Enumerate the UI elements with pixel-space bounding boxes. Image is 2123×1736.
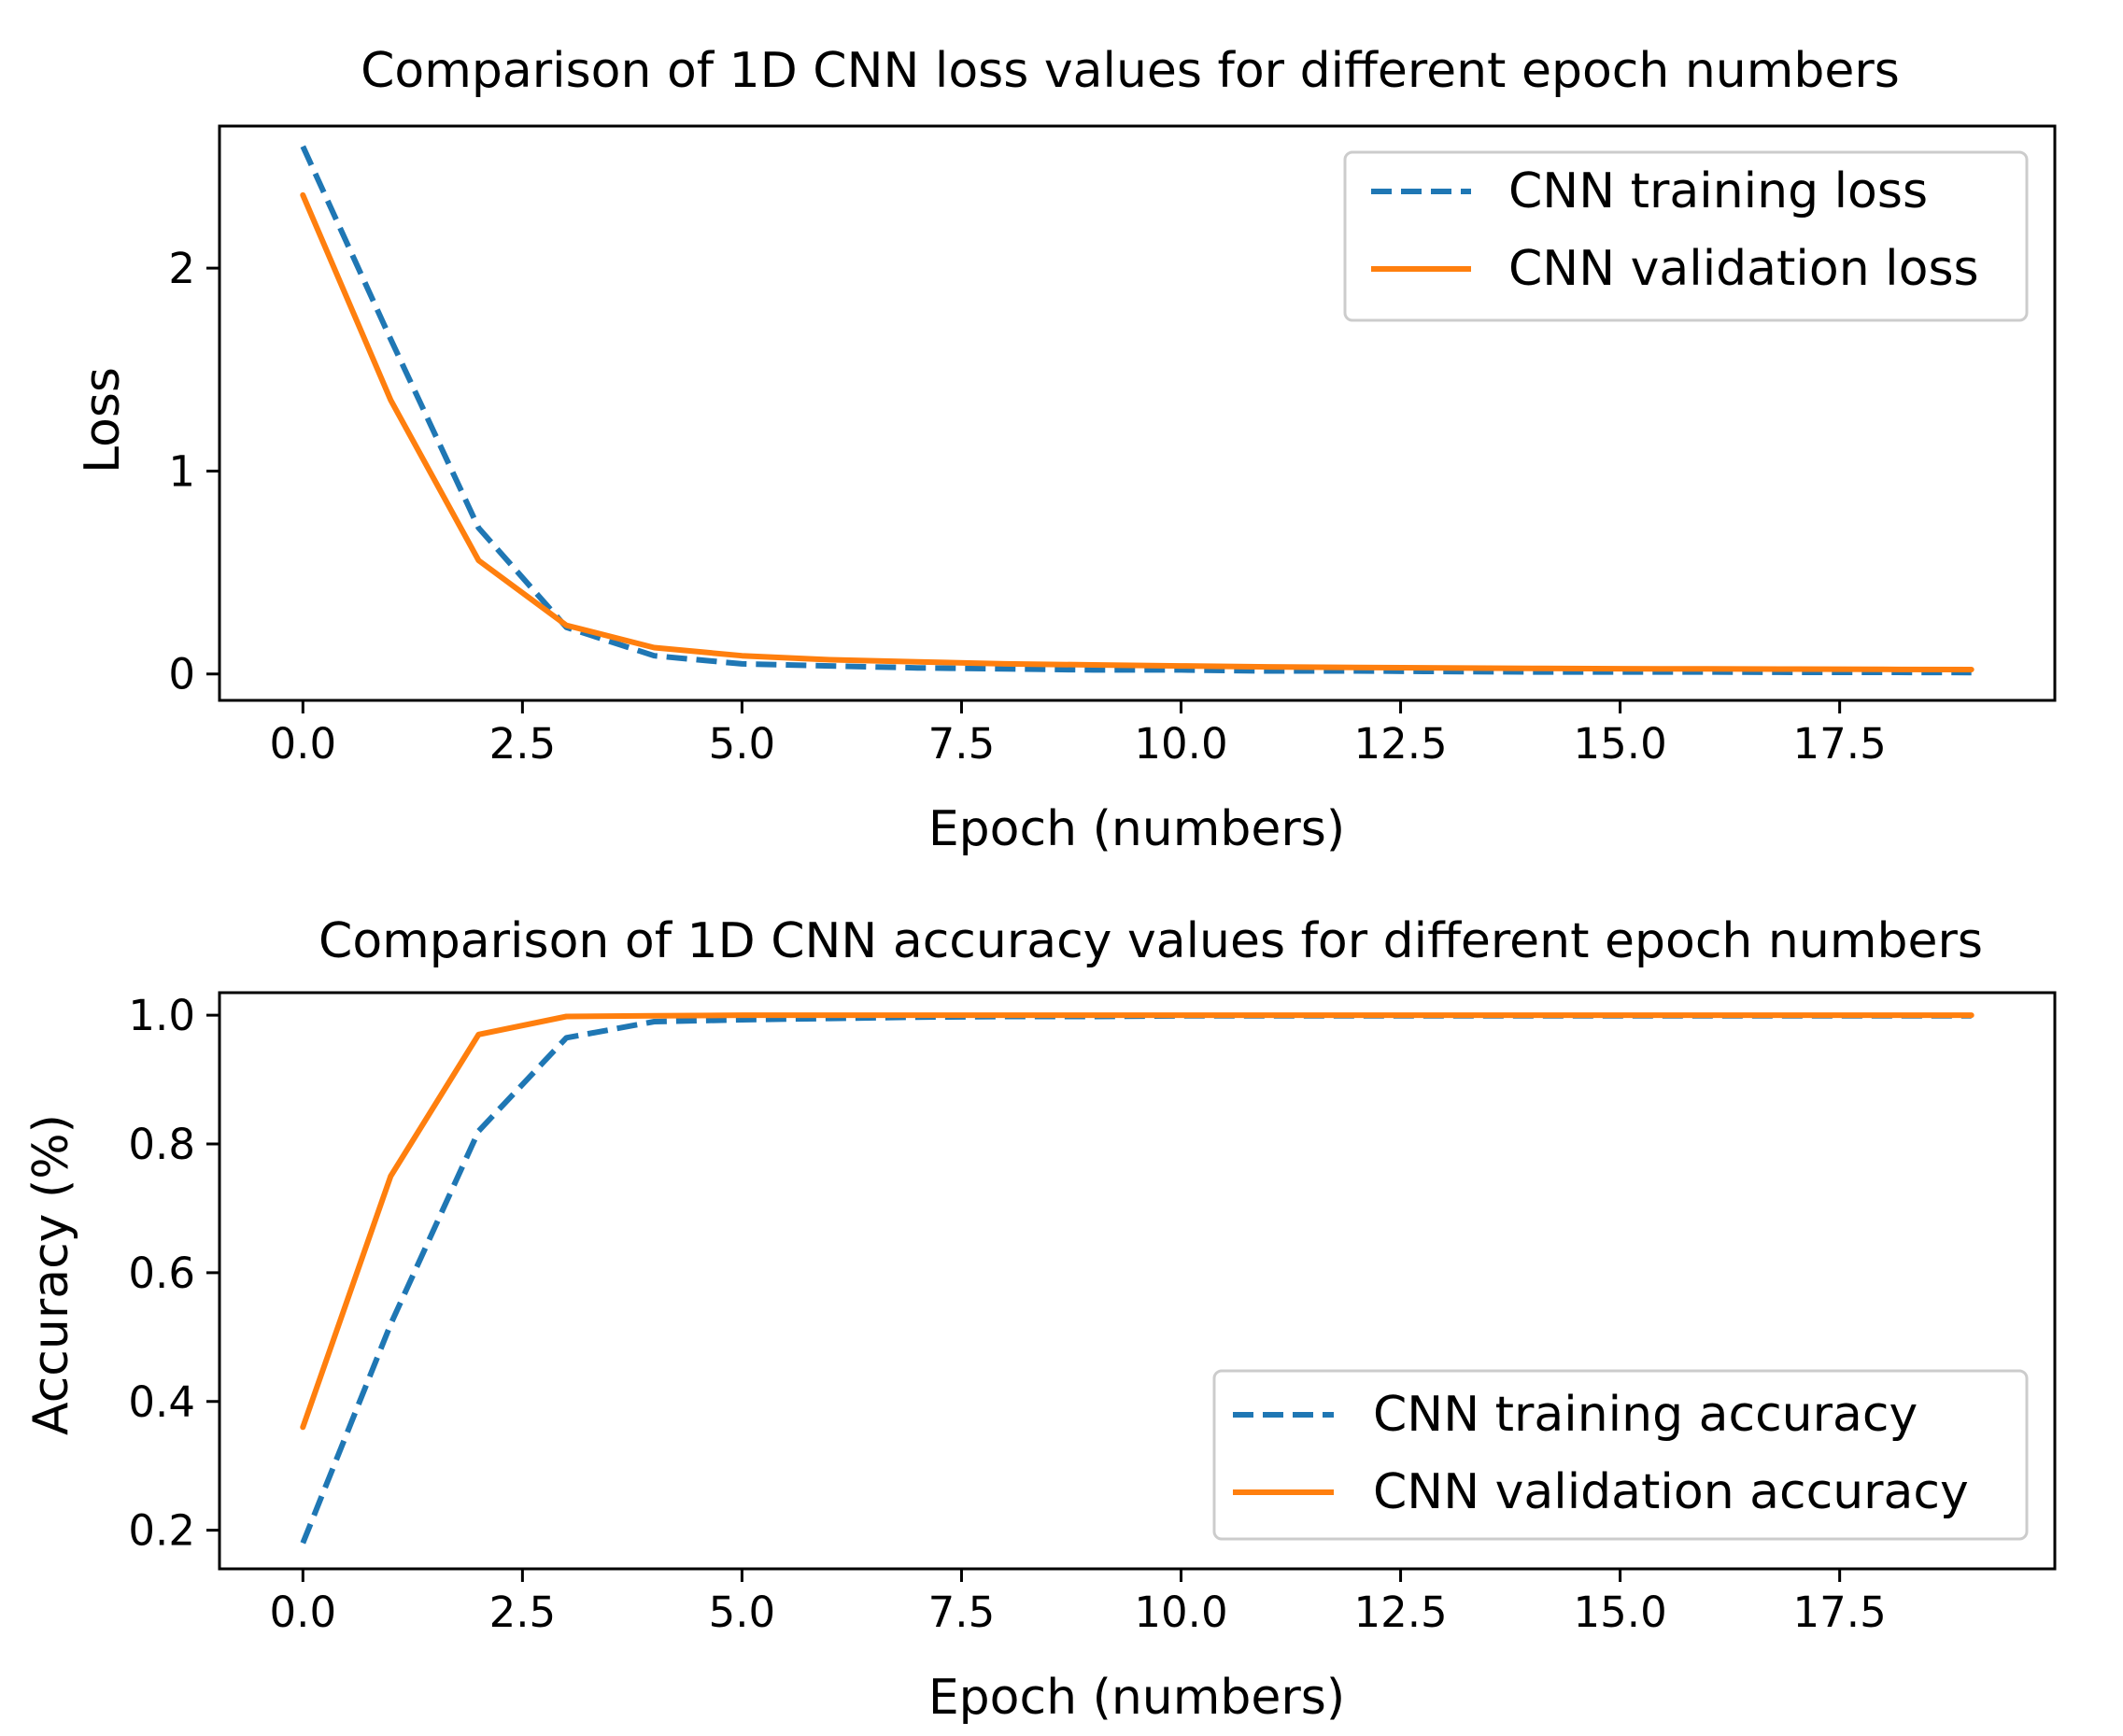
- loss-x-tick-label: 15.0: [1574, 719, 1667, 769]
- loss-plot-area: [218, 124, 2057, 702]
- loss-x-tick-label: 17.5: [1793, 719, 1887, 769]
- accuracy-y-tick-label: 1.0: [128, 991, 195, 1040]
- accuracy-y-tick-label: 0.2: [128, 1506, 195, 1556]
- loss-series-lines: [300, 145, 1974, 676]
- loss-y-tick-label: 1: [168, 446, 195, 496]
- accuracy-x-tick-label: 2.5: [489, 1588, 557, 1637]
- loss-legend-label-validation: CNN validation loss: [1508, 241, 1979, 297]
- loss-chart-title: Comparison of 1D CNN loss values for dif…: [361, 43, 1900, 99]
- accuracy-x-tick-label: 15.0: [1574, 1588, 1667, 1637]
- accuracy-x-tick-label: 0.0: [270, 1588, 337, 1637]
- loss-x-tick-label: 5.0: [709, 719, 776, 769]
- accuracy-plot-area: [218, 991, 2057, 1571]
- loss-y-tick-label: 2: [168, 244, 195, 293]
- loss-y-ticks: 0 1 2: [168, 244, 219, 699]
- loss-legend-label-training: CNN training loss: [1508, 163, 1928, 219]
- loss-chart: Comparison of 1D CNN loss values for dif…: [75, 43, 2057, 857]
- accuracy-y-ticks: 0.2 0.4 0.6 0.8 1.0: [128, 991, 219, 1556]
- loss-y-tick-label: 0: [168, 650, 195, 699]
- accuracy-y-tick-label: 0.4: [128, 1377, 195, 1427]
- accuracy-y-tick-label: 0.8: [128, 1120, 195, 1169]
- loss-x-axis-label: Epoch (numbers): [928, 801, 1345, 857]
- accuracy-series-lines: [300, 1012, 1974, 1545]
- loss-x-ticks: 0.0 2.5 5.0 7.5 10.0 12.5 15.0 17.5: [270, 700, 1887, 769]
- loss-x-tick-label: 7.5: [928, 719, 996, 769]
- accuracy-x-axis-label: Epoch (numbers): [928, 1670, 1345, 1726]
- accuracy-x-ticks: 0.0 2.5 5.0 7.5 10.0 12.5 15.0 17.5: [270, 1569, 1887, 1637]
- accuracy-y-tick-label: 0.6: [128, 1249, 195, 1298]
- loss-series-training-line: [300, 145, 1972, 676]
- accuracy-legend-label-validation: CNN validation accuracy: [1373, 1464, 1969, 1520]
- accuracy-y-axis-label: Accuracy (%): [23, 1114, 79, 1435]
- accuracy-legend-label-training: CNN training accuracy: [1373, 1387, 1918, 1443]
- accuracy-chart: Comparison of 1D CNN accuracy values for…: [23, 913, 2057, 1726]
- accuracy-x-tick-label: 7.5: [928, 1588, 996, 1637]
- loss-y-axis-label: Loss: [75, 367, 131, 473]
- loss-x-tick-label: 2.5: [489, 719, 557, 769]
- loss-x-tick-label: 10.0: [1134, 719, 1227, 769]
- accuracy-x-tick-label: 12.5: [1353, 1588, 1447, 1637]
- accuracy-chart-title: Comparison of 1D CNN accuracy values for…: [318, 913, 1983, 969]
- accuracy-x-tick-label: 5.0: [709, 1588, 776, 1637]
- loss-legend: CNN training loss CNN validation loss: [1343, 150, 2029, 322]
- loss-x-tick-label: 12.5: [1353, 719, 1447, 769]
- loss-x-tick-label: 0.0: [270, 719, 337, 769]
- accuracy-series-validation-line: [300, 1012, 1974, 1431]
- loss-series-validation-line: [300, 191, 1974, 672]
- accuracy-x-tick-label: 17.5: [1793, 1588, 1887, 1637]
- accuracy-x-tick-label: 10.0: [1134, 1588, 1227, 1637]
- accuracy-legend-box: [1212, 1369, 2029, 1541]
- loss-legend-box: [1343, 150, 2029, 322]
- accuracy-legend: CNN training accuracy CNN validation acc…: [1212, 1369, 2029, 1541]
